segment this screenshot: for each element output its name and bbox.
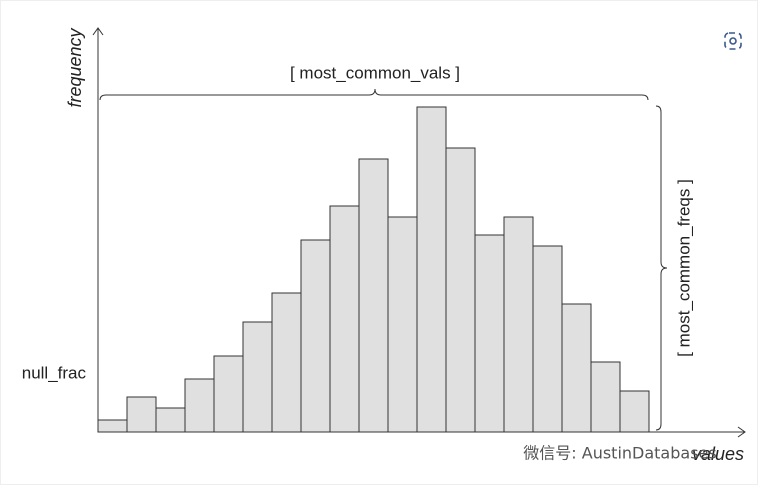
bar xyxy=(155,407,186,433)
bar xyxy=(184,378,215,433)
bar xyxy=(503,216,534,433)
bar xyxy=(561,303,592,433)
top-brace xyxy=(99,88,649,101)
bar xyxy=(474,234,505,433)
bar xyxy=(300,239,331,433)
null-frac-label: null_frac xyxy=(22,363,87,382)
right-brace xyxy=(655,105,668,431)
bar xyxy=(590,361,621,433)
y-arrow xyxy=(92,27,104,36)
x-arrow xyxy=(737,426,746,438)
bar xyxy=(242,321,273,433)
bar xyxy=(329,205,360,433)
bar xyxy=(97,419,128,433)
watermark: 微信号: AustinDatabases xyxy=(523,444,716,463)
bar xyxy=(126,396,157,433)
icon-lens xyxy=(729,37,737,45)
y-axis-label: frequency xyxy=(65,27,85,107)
bar xyxy=(416,106,447,433)
bar xyxy=(387,216,418,433)
top-annotation: [ most_common_vals ] xyxy=(290,63,460,82)
bar xyxy=(213,355,244,433)
bar xyxy=(532,245,563,433)
bar xyxy=(445,147,476,433)
lens-icon[interactable] xyxy=(724,32,742,50)
icon-frame xyxy=(724,32,742,50)
bar xyxy=(358,158,389,433)
bar xyxy=(619,390,650,433)
x-axis-label: values xyxy=(692,444,744,464)
bar xyxy=(271,292,302,433)
right-annotation: [ most_common_freqs ] xyxy=(674,179,693,357)
